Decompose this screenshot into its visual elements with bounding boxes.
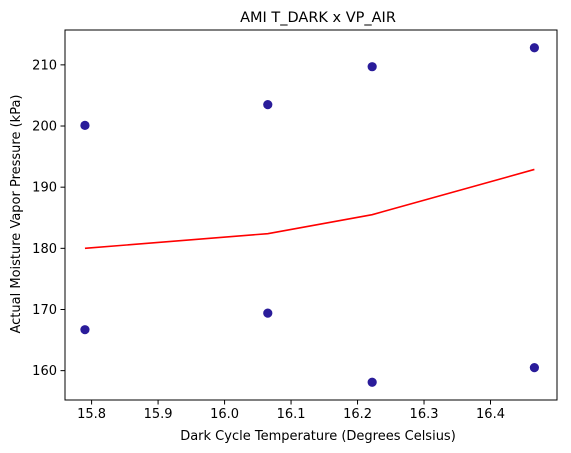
data-point (80, 325, 90, 335)
trend-line (84, 168, 535, 250)
x-axis-title: Dark Cycle Temperature (Degrees Celsius) (180, 429, 456, 444)
data-point (367, 62, 377, 72)
x-tick-label: 16.0 (210, 407, 239, 422)
data-point (263, 308, 273, 318)
x-tick-label: 16.3 (410, 407, 439, 422)
data-point (263, 100, 273, 110)
x-tick-label: 16.4 (476, 407, 505, 422)
x-tick-label: 15.8 (77, 407, 106, 422)
x-tick-label: 15.9 (144, 407, 173, 422)
y-tick-label: 200 (32, 120, 57, 135)
y-tick-label: 190 (32, 181, 57, 196)
y-tick-label: 160 (32, 364, 57, 379)
axes: 15.8 15.9 16.0 16.1 16.2 16.3 16.4 160 170 180 190… (32, 29, 558, 422)
y-tick-label: 170 (32, 303, 57, 318)
y-tick-label: 180 (32, 242, 57, 257)
data-point (529, 362, 539, 373)
chart-title: AMI T_DARK x VP_AIR (240, 10, 396, 26)
x-tick-label: 16.2 (343, 407, 372, 422)
plot-frame (64, 29, 558, 401)
x-tick-label: 16.1 (277, 407, 306, 422)
data-point (80, 120, 90, 130)
plot-area (80, 43, 539, 387)
y-tick-label: 210 (32, 58, 57, 73)
data-point (529, 43, 539, 53)
y-axis-title: Actual Moisture Vapor Pressure (kPa) (9, 94, 24, 333)
data-point (367, 377, 377, 387)
